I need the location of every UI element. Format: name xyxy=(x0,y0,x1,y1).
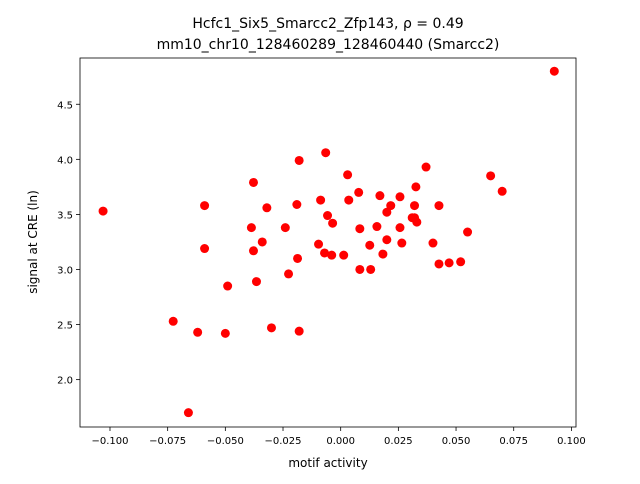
data-point xyxy=(321,148,331,158)
data-point xyxy=(354,187,364,197)
data-point xyxy=(456,257,466,267)
data-point xyxy=(486,171,496,181)
data-point xyxy=(382,207,392,217)
data-point xyxy=(549,66,559,76)
chart-title-line2: mm10_chr10_128460289_128460440 (Smarcc2) xyxy=(157,37,500,53)
x-tick-label: −0.050 xyxy=(207,436,244,447)
plot-area-frame xyxy=(79,57,577,428)
data-point xyxy=(339,250,349,260)
x-tick-label: 0.025 xyxy=(384,436,413,447)
x-tick-label: −0.025 xyxy=(265,436,302,447)
data-point xyxy=(344,195,354,205)
data-point xyxy=(183,408,193,418)
y-tick-label: 3.0 xyxy=(57,265,73,276)
data-point xyxy=(328,218,338,228)
x-axis: −0.100 −0.075 −0.050 −0.025 0.000 0.025 0.050 0… xyxy=(91,427,586,447)
chart-title-line1: Hcfc1_Six5_Smarcc2_Zfp143, ρ = 0.49 xyxy=(192,16,463,32)
data-point xyxy=(421,162,431,172)
data-point xyxy=(343,170,353,180)
data-point xyxy=(220,328,230,338)
data-point xyxy=(395,192,405,202)
data-point xyxy=(366,264,376,274)
y-tick-label: 3.5 xyxy=(57,210,73,221)
data-point xyxy=(292,199,302,209)
y-tick-label: 2.0 xyxy=(57,376,73,387)
data-point xyxy=(397,238,407,248)
data-point xyxy=(251,277,261,287)
data-point xyxy=(372,222,382,232)
data-point xyxy=(411,182,421,192)
data-point xyxy=(497,186,507,196)
data-point xyxy=(168,316,178,326)
data-point xyxy=(316,195,326,205)
data-point xyxy=(323,211,333,221)
data-point xyxy=(248,177,258,187)
data-point xyxy=(248,246,258,256)
data-point xyxy=(386,201,396,211)
data-point xyxy=(193,327,203,337)
data-point xyxy=(294,326,304,336)
x-axis-label: motif activity xyxy=(288,456,367,470)
y-axis-label: signal at CRE (ln) xyxy=(26,190,40,294)
data-point xyxy=(223,281,233,291)
y-axis: 2.0 2.5 3.0 3.5 4.0 4.5 xyxy=(57,100,80,387)
data-point xyxy=(410,201,420,211)
x-tick-label: 0.075 xyxy=(499,436,528,447)
data-point xyxy=(395,223,405,233)
data-point xyxy=(375,191,385,201)
data-point xyxy=(428,238,438,248)
data-point xyxy=(412,217,422,227)
x-tick-label: −0.100 xyxy=(91,436,128,447)
data-point xyxy=(355,224,365,234)
data-point xyxy=(463,227,473,237)
data-point xyxy=(266,323,276,333)
data-point xyxy=(327,250,337,260)
data-point xyxy=(365,240,375,250)
data-point xyxy=(355,264,365,274)
data-point xyxy=(294,155,304,165)
data-point xyxy=(284,269,294,279)
y-tick-label: 4.5 xyxy=(57,100,73,111)
data-point xyxy=(378,249,388,259)
x-tick-label: −0.075 xyxy=(149,436,186,447)
x-tick-label: 0.000 xyxy=(326,436,355,447)
data-point xyxy=(280,223,290,233)
data-point xyxy=(434,201,444,211)
data-point xyxy=(444,258,454,268)
data-point xyxy=(200,244,210,254)
data-point xyxy=(382,235,392,245)
data-point xyxy=(257,237,267,247)
data-point xyxy=(98,206,108,216)
data-point xyxy=(314,239,324,249)
y-tick-label: 4.0 xyxy=(57,155,73,166)
data-point xyxy=(200,201,210,211)
data-point xyxy=(246,223,256,233)
x-tick-label: 0.050 xyxy=(442,436,471,447)
data-point xyxy=(434,259,444,269)
data-point xyxy=(262,203,272,213)
data-point xyxy=(293,253,303,263)
x-tick-label: 0.100 xyxy=(557,436,586,447)
points-group xyxy=(98,66,559,418)
data-point xyxy=(320,248,330,258)
y-tick-label: 2.5 xyxy=(57,321,73,332)
